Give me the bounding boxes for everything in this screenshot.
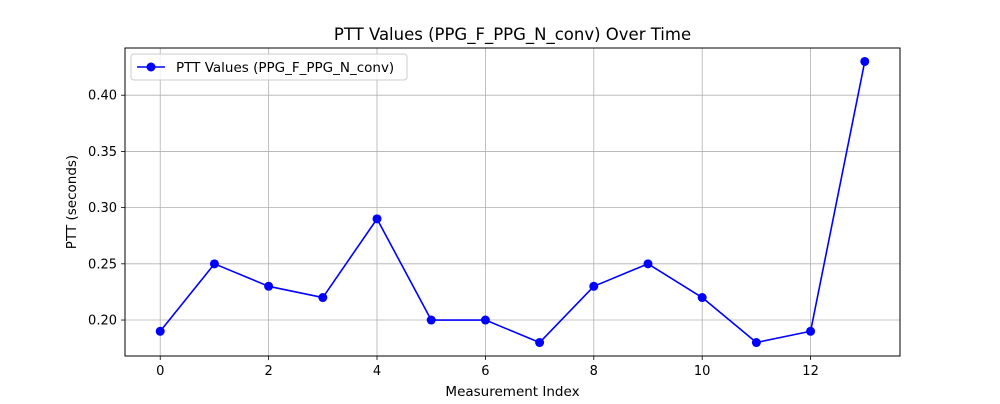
data-point: [697, 293, 707, 303]
data-point: [643, 259, 653, 269]
data-point: [860, 56, 870, 66]
data-point: [155, 326, 165, 336]
data-point: [264, 281, 274, 291]
data-point: [589, 281, 599, 291]
y-tick-label: 0.20: [88, 314, 117, 329]
x-tick-label: 0: [156, 364, 164, 379]
chart-title: PTT Values (PPG_F_PPG_N_conv) Over Time: [334, 25, 691, 45]
x-tick-label: 10: [694, 364, 711, 379]
x-tick-label: 8: [590, 364, 598, 379]
series-layer: [155, 56, 870, 348]
x-axis-label: Measurement Index: [445, 384, 579, 400]
y-tick-label: 0.35: [88, 145, 117, 160]
y-axis: 0.20 0.25 0.30 0.35 0.40: [88, 89, 125, 329]
data-point: [535, 338, 545, 348]
x-tick-label: 2: [264, 364, 272, 379]
legend-label: PTT Values (PPG_F_PPG_N_conv): [176, 60, 394, 76]
legend: PTT Values (PPG_F_PPG_N_conv): [130, 53, 408, 81]
data-point: [209, 259, 219, 269]
y-axis-label: PTT (seconds): [64, 155, 80, 249]
series-line: [159, 61, 866, 344]
legend-marker-swatch: [146, 62, 156, 72]
x-axis: 0 2 4 6 8 10 12: [156, 356, 819, 379]
y-tick-label: 0.25: [88, 257, 117, 272]
x-tick-label: 4: [373, 364, 381, 379]
y-tick-label: 0.40: [88, 89, 117, 104]
data-point: [426, 315, 436, 325]
x-tick-label: 12: [802, 364, 819, 379]
data-point: [806, 326, 816, 336]
y-tick-label: 0.30: [88, 201, 117, 216]
data-point: [318, 293, 328, 303]
legend-box: [130, 53, 408, 81]
plot-area-frame: [124, 47, 901, 357]
grid: [125, 48, 900, 356]
data-point: [372, 214, 382, 224]
data-point: [751, 338, 761, 348]
x-tick-label: 6: [481, 364, 489, 379]
data-point: [480, 315, 490, 325]
